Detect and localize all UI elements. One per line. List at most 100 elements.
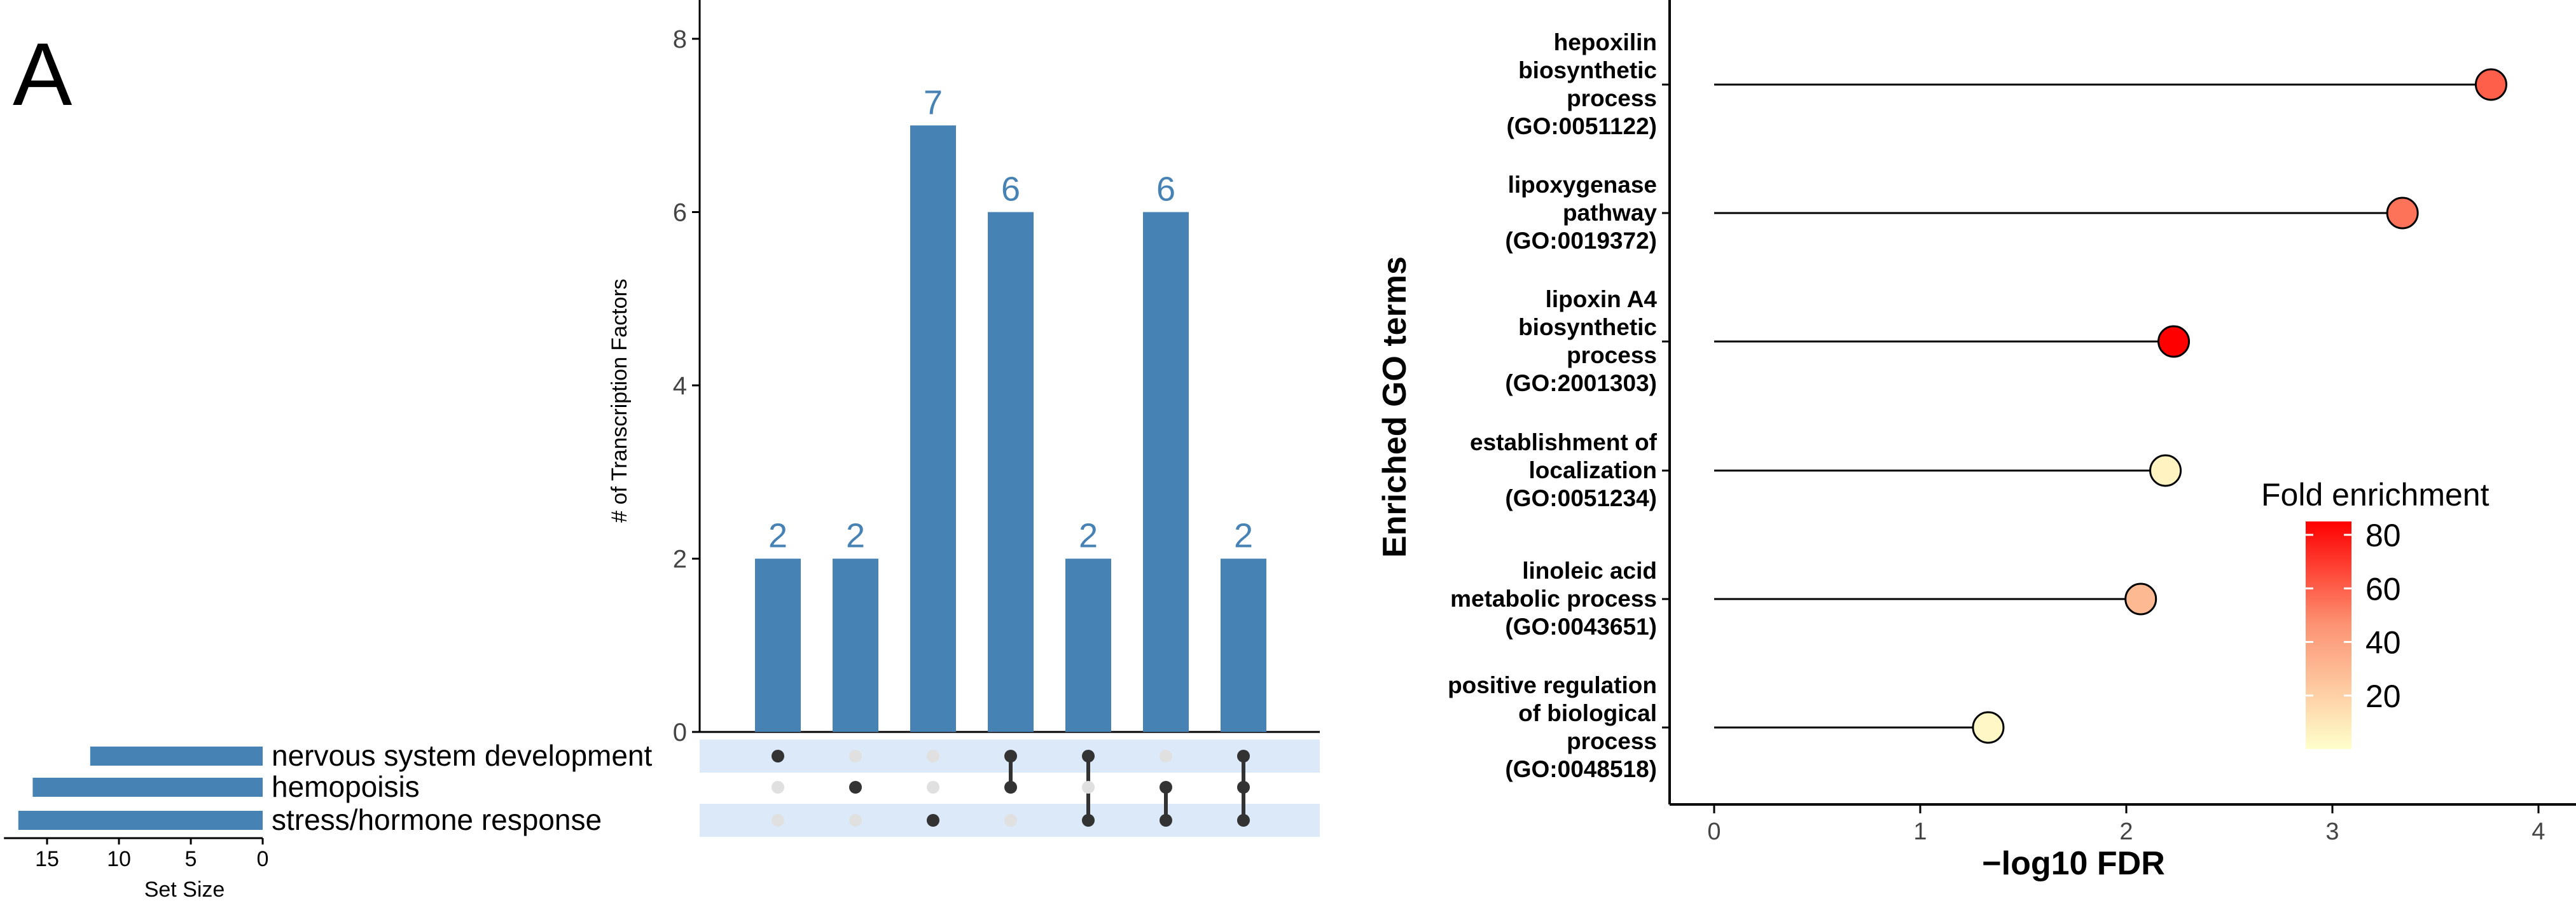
go-term-label-line: establishment of xyxy=(1470,429,1658,455)
lollipop-point xyxy=(2474,68,2507,101)
intersection-bar-value-label: 7 xyxy=(924,83,943,121)
lollipop-point xyxy=(2124,583,2157,616)
legend-title: Fold enrichment xyxy=(2261,477,2489,513)
matrix-dot-inactive xyxy=(927,750,939,762)
intersection-bar xyxy=(1221,558,1266,732)
lollipop-x-tick-label: 4 xyxy=(2531,818,2545,845)
matrix-bands xyxy=(700,740,1320,837)
fold-enrichment-legend: Fold enrichment 80 60 40 20 xyxy=(2261,477,2489,749)
go-term-label-line: (GO:2001303) xyxy=(1505,370,1657,396)
set-size-bar xyxy=(18,811,263,830)
lollipop-x-tick-label: 3 xyxy=(2325,818,2339,845)
go-term-label-line: (GO:0051122) xyxy=(1506,113,1657,139)
legend-colorbar xyxy=(2306,521,2351,749)
set-size-tick-label: 0 xyxy=(257,847,269,871)
lollipop-x-tick-label: 0 xyxy=(1707,818,1721,845)
lollipop-y-axis-label: Enriched GO terms xyxy=(1376,256,1413,558)
intersection-y-tick-label: 4 xyxy=(673,372,687,400)
go-term-label-line: localization xyxy=(1529,457,1657,483)
set-size-bar xyxy=(32,778,263,797)
matrix-dot-inactive xyxy=(927,781,939,794)
matrix-dot-active xyxy=(1004,781,1017,794)
lollipop-point xyxy=(2149,454,2182,487)
set-size-axis: 15 10 5 0 xyxy=(4,837,269,871)
intersection-y-tick-label: 8 xyxy=(673,25,687,53)
go-term-label-line: metabolic process xyxy=(1450,586,1657,612)
set-size-tick-label: 5 xyxy=(185,847,197,871)
matrix-dot-active xyxy=(1082,814,1095,827)
matrix-dot-inactive xyxy=(849,814,862,827)
intersection-bar xyxy=(833,558,878,732)
go-term-labels: hepoxilinbiosyntheticprocess(GO:0051122)… xyxy=(1448,29,1658,782)
matrix-dot-active xyxy=(849,781,862,794)
intersection-bar xyxy=(755,558,801,732)
matrix-dot-inactive xyxy=(772,814,784,827)
lollipop-marks xyxy=(1714,68,2507,744)
intersection-bar-value-label: 2 xyxy=(1234,517,1253,555)
set-size-bars: nervous system developmenthemopoisisstre… xyxy=(18,739,653,836)
lollipop-point xyxy=(2386,196,2419,230)
intersection-y-axis-label: # of Transcription Factors xyxy=(607,279,632,523)
intersection-bar-value-label: 2 xyxy=(1079,517,1098,555)
go-term-label-line: (GO:0019372) xyxy=(1505,228,1657,254)
matrix-dot-active xyxy=(1082,750,1095,762)
set-name-label: hemopoisis xyxy=(272,770,420,803)
lollipop-x-axis-label: −log10 FDR xyxy=(1982,845,2165,882)
intersection-y-tick-label: 0 xyxy=(673,719,687,747)
legend-tick-label: 60 xyxy=(2365,571,2401,607)
matrix-dot-active xyxy=(1004,750,1017,762)
go-term-label-line: biosynthetic xyxy=(1518,314,1657,340)
intersection-y-tick-label: 2 xyxy=(673,546,687,574)
intersection-bar xyxy=(988,212,1034,732)
intersection-bar-value-label: 2 xyxy=(768,517,787,555)
set-name-label: stress/hormone response xyxy=(272,803,602,836)
lollipop-point xyxy=(2157,325,2191,358)
matrix-dot-active xyxy=(1237,750,1250,762)
lollipop-x-tick-label: 2 xyxy=(2119,818,2133,845)
intersection-bar xyxy=(1065,558,1111,732)
legend-tick-label: 80 xyxy=(2365,518,2401,553)
matrix-dot-inactive xyxy=(1082,781,1095,794)
go-term-label-line: lipoxygenase xyxy=(1508,172,1657,198)
matrix-dot-active xyxy=(1237,781,1250,794)
matrix-dot-inactive xyxy=(1004,814,1017,827)
intersection-bar xyxy=(1143,212,1189,732)
go-term-label-line: process xyxy=(1567,728,1657,754)
matrix-dot-inactive xyxy=(849,750,862,762)
set-size-bar xyxy=(90,747,263,766)
matrix-dot-inactive xyxy=(1160,750,1172,762)
set-size-tick-label: 10 xyxy=(107,847,131,871)
matrix-dot-active xyxy=(772,750,784,762)
go-term-label-line: linoleic acid xyxy=(1522,558,1657,584)
go-term-label-line: (GO:0048518) xyxy=(1505,756,1657,782)
go-term-label-line: lipoxin A4 xyxy=(1546,286,1658,312)
set-size-tick-label: 15 xyxy=(35,847,59,871)
legend-tick-label: 20 xyxy=(2365,679,2401,714)
intersection-bar-value-label: 2 xyxy=(846,517,865,555)
go-term-label-line: of biological xyxy=(1518,700,1657,726)
lollipop-x-tick-label: 1 xyxy=(1913,818,1927,845)
panel-label: A xyxy=(13,24,73,124)
set-name-label: nervous system development xyxy=(272,739,653,772)
go-term-label-line: (GO:0051234) xyxy=(1505,485,1657,511)
legend-tick-label: 40 xyxy=(2365,625,2401,661)
go-term-label-line: positive regulation xyxy=(1448,672,1657,698)
intersection-bars: 2 2 7 6 2 6 2 xyxy=(755,83,1266,732)
go-term-label-line: pathway xyxy=(1563,200,1657,226)
membership-matrix xyxy=(772,750,1250,827)
matrix-dot-active xyxy=(1160,781,1172,794)
go-term-label-line: biosynthetic xyxy=(1518,57,1657,83)
intersection-bar xyxy=(910,125,956,732)
matrix-dot-active xyxy=(1160,814,1172,827)
intersection-bar-value-label: 6 xyxy=(1001,170,1020,209)
matrix-dot-inactive xyxy=(772,781,784,794)
set-size-axis-label: Set Size xyxy=(144,878,225,902)
lollipop-axes: 0 1 2 3 4 xyxy=(1662,0,2576,845)
matrix-dot-active xyxy=(1237,814,1250,827)
intersection-y-tick-label: 6 xyxy=(673,199,687,227)
intersection-bar-value-label: 6 xyxy=(1156,170,1175,209)
matrix-dot-active xyxy=(927,814,939,827)
